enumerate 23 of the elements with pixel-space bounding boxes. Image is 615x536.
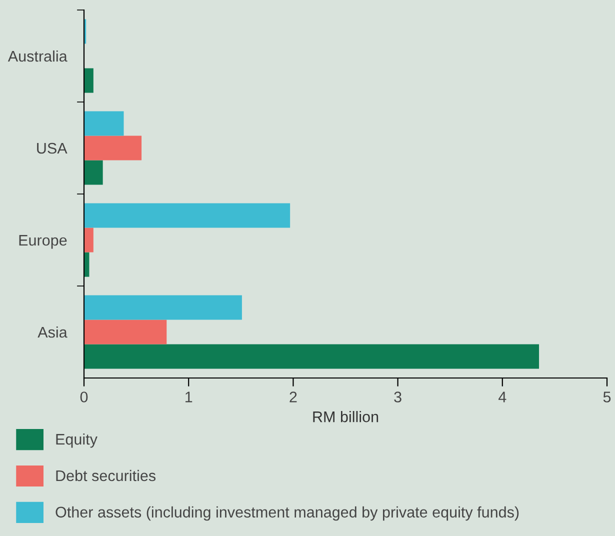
bar	[84, 111, 124, 136]
x-tick-label: 5	[603, 392, 611, 402]
bar	[84, 228, 94, 252]
bar	[84, 160, 103, 185]
y-tick-label: USA	[37, 142, 68, 154]
legend-label: Debt securities	[56, 470, 156, 482]
x-axis-title: RM billion	[313, 410, 378, 422]
x-tick-label: 2	[290, 392, 297, 402]
x-tick-label: 3	[394, 392, 402, 402]
x-tick-label: 0	[80, 392, 88, 402]
bar	[84, 320, 167, 344]
legend-label: Equity	[56, 433, 98, 448]
bar	[84, 295, 242, 320]
y-tick-label: Asia	[38, 326, 68, 338]
y-tick-label: Europe	[19, 235, 67, 249]
y-tick-label: Australia	[8, 50, 68, 62]
bar	[84, 203, 290, 228]
x-tick-label: 1	[186, 392, 192, 402]
bar	[84, 68, 94, 93]
x-tick-label: 4	[498, 392, 506, 402]
bar	[84, 136, 142, 160]
bar	[84, 344, 540, 369]
legend-label: Other assets (including investment managed by private equity funds)	[56, 506, 519, 521]
